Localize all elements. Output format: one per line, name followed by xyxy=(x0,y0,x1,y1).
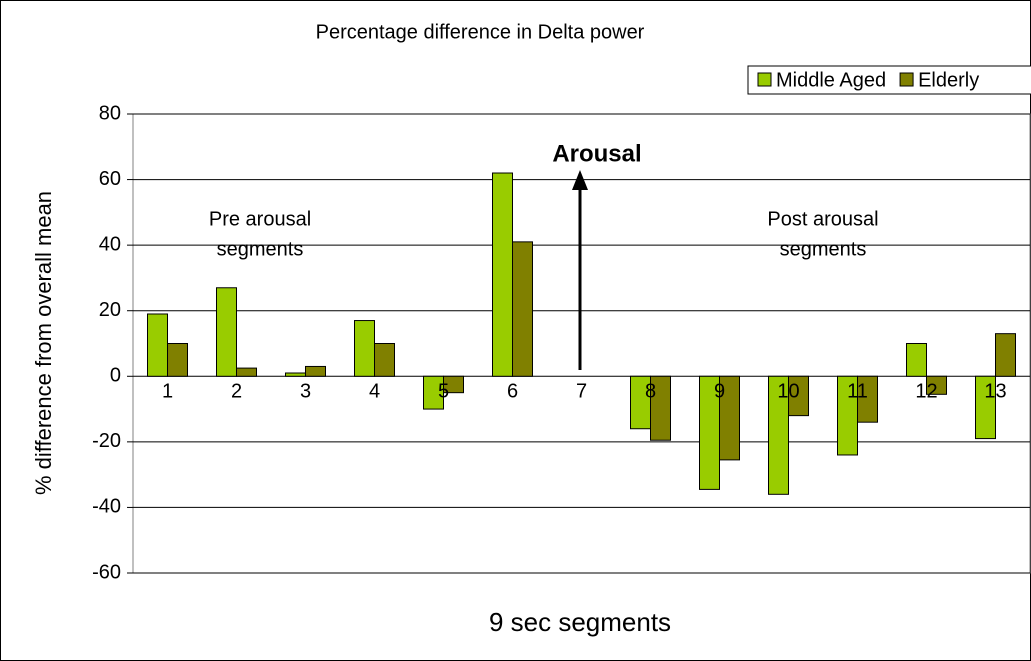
x-tick-label: 8 xyxy=(645,381,656,403)
bar xyxy=(906,343,927,377)
annotation: Pre arousal xyxy=(209,208,311,230)
bar xyxy=(216,287,237,377)
bar xyxy=(512,241,533,377)
y-tick-label: 80 xyxy=(99,102,121,124)
bar xyxy=(768,375,789,495)
bar xyxy=(443,375,464,394)
y-tick-label: -20 xyxy=(92,430,121,452)
legend-swatch xyxy=(899,72,914,87)
bar xyxy=(236,367,257,377)
y-tick-label: -40 xyxy=(92,496,121,518)
bar xyxy=(374,343,395,377)
annotation: segments xyxy=(780,238,867,260)
annotation: segments xyxy=(217,238,304,260)
arrow-head xyxy=(572,170,588,190)
bar xyxy=(492,172,513,377)
x-tick-label: 9 xyxy=(714,381,725,403)
y-tick-label: -60 xyxy=(92,561,121,583)
legend-label: Middle Aged xyxy=(776,69,886,91)
bar xyxy=(788,375,809,417)
x-tick-label: 12 xyxy=(915,381,937,403)
bar xyxy=(285,372,306,377)
legend-swatch xyxy=(757,72,772,87)
legend: Middle Aged Elderly xyxy=(747,65,1031,95)
x-tick-label: 4 xyxy=(369,381,380,403)
bar xyxy=(926,375,947,395)
legend-label: Elderly xyxy=(918,69,979,91)
bar xyxy=(719,375,740,461)
y-tick-label: 40 xyxy=(99,233,121,255)
y-tick-label: 0 xyxy=(110,365,121,387)
y-tick-label: 60 xyxy=(99,168,121,190)
x-tick-label: 3 xyxy=(300,381,311,403)
bar xyxy=(650,375,671,441)
bar xyxy=(354,320,375,377)
annotation: Post arousal xyxy=(767,208,878,230)
x-axis-label: 9 sec segments xyxy=(489,607,671,637)
y-tick-label: 20 xyxy=(99,299,121,321)
bar xyxy=(305,365,326,377)
x-tick-label: 6 xyxy=(507,381,518,403)
x-tick-label: 10 xyxy=(777,381,799,403)
bar xyxy=(857,375,878,423)
x-tick-label: 11 xyxy=(847,381,868,403)
bar xyxy=(147,313,168,377)
annotation: Arousal xyxy=(552,140,641,167)
x-tick-label: 1 xyxy=(162,381,173,403)
y-axis-label: % difference from overall mean xyxy=(31,191,56,495)
chart-title: Percentage difference in Delta power xyxy=(316,21,645,43)
legend-box xyxy=(747,65,1031,95)
x-tick-label: 5 xyxy=(438,381,449,403)
x-tick-label: 7 xyxy=(576,381,587,403)
bar xyxy=(975,375,996,440)
x-tick-label: 13 xyxy=(984,381,1006,403)
x-tick-label: 2 xyxy=(231,381,242,403)
bar xyxy=(167,343,188,377)
bar xyxy=(995,333,1016,377)
